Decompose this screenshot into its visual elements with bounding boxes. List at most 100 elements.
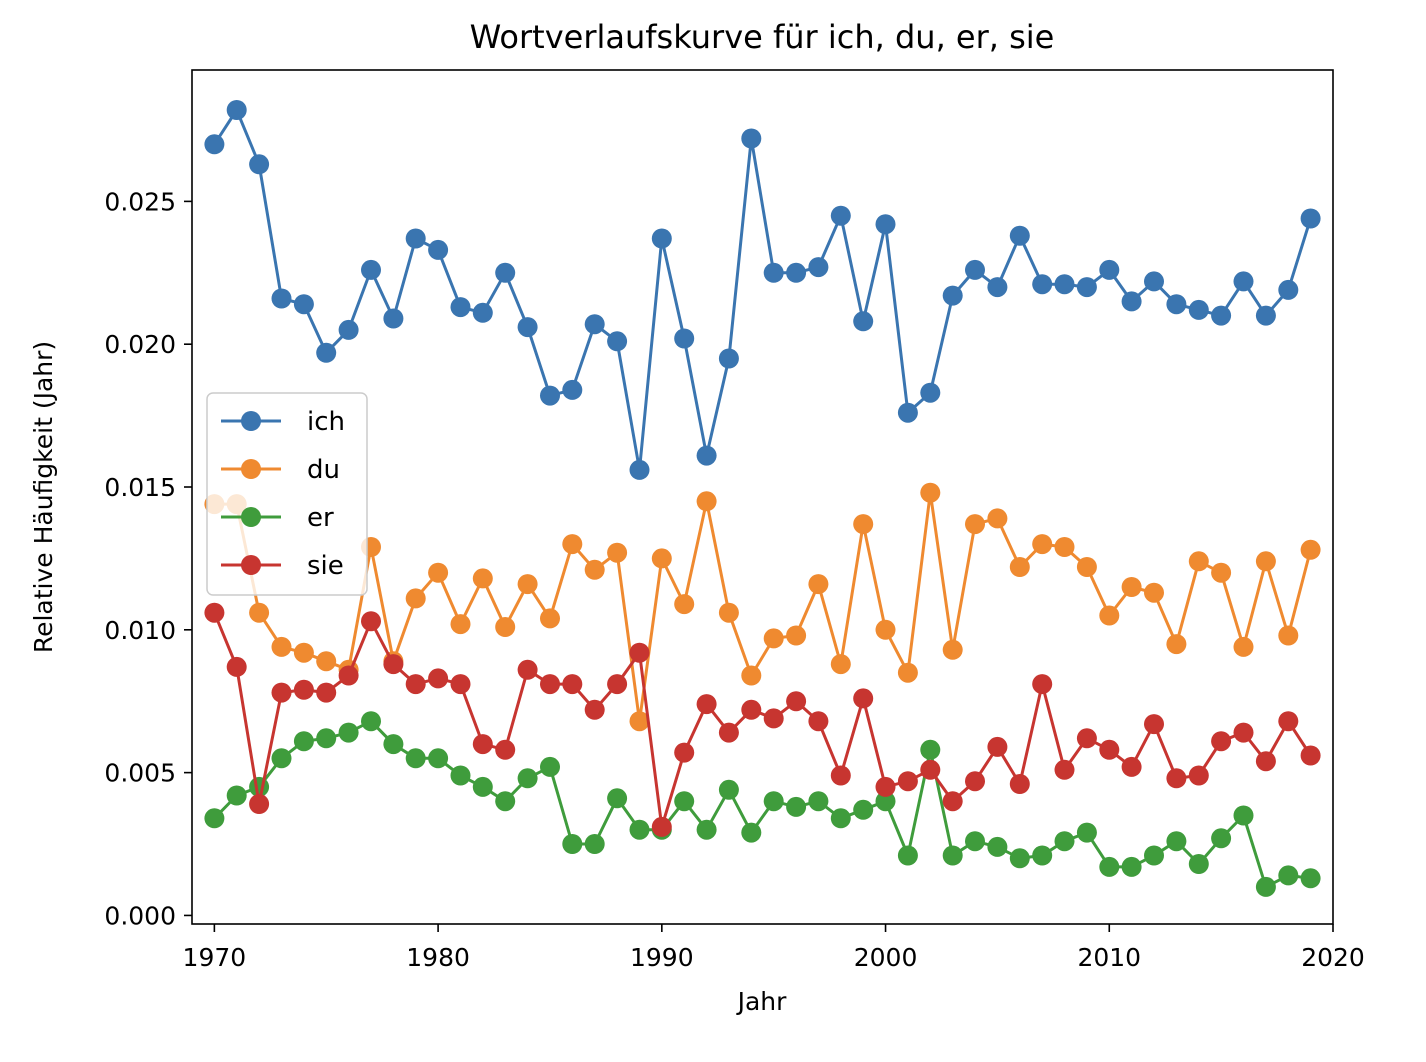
data-point-du — [987, 508, 1008, 529]
data-point-du — [965, 514, 985, 535]
data-point-du — [584, 559, 605, 580]
data-point-ich — [540, 385, 560, 406]
x-tick-label: 2000 — [854, 943, 918, 972]
series-er — [204, 711, 1321, 897]
y-axis: 0.000 0.005 0.010 0.015 0.020 0.025 — [104, 187, 192, 930]
data-point-du — [1211, 562, 1232, 583]
x-tick-label: 2020 — [1301, 943, 1365, 972]
data-point-er — [718, 779, 739, 800]
data-point-sie — [450, 674, 471, 695]
legend-label: ich — [307, 407, 345, 437]
data-point-ich — [1233, 271, 1254, 292]
data-point-er — [1009, 848, 1030, 869]
data-point-ich — [1099, 259, 1120, 280]
data-point-sie — [249, 794, 270, 814]
data-point-er — [562, 834, 583, 854]
data-point-ich — [629, 459, 650, 480]
x-tick-label: 1970 — [183, 943, 247, 972]
data-point-du — [897, 662, 918, 683]
data-point-sie — [495, 739, 516, 760]
y-tick-label: 0.005 — [104, 759, 176, 788]
data-point-sie — [271, 682, 292, 703]
data-point-sie — [1166, 768, 1187, 789]
legend-label: sie — [307, 551, 344, 581]
data-point-sie — [1099, 739, 1120, 760]
data-point-du — [316, 651, 337, 672]
data-point-sie — [1233, 722, 1254, 743]
data-point-sie — [1211, 731, 1232, 752]
data-point-ich — [517, 317, 538, 338]
data-point-ich — [271, 288, 292, 309]
data-point-ich — [1054, 274, 1075, 295]
data-point-ich — [316, 342, 337, 363]
data-point-du — [942, 639, 963, 660]
data-point-ich — [853, 311, 874, 332]
data-point-ich — [1076, 277, 1097, 298]
data-point-ich — [1300, 208, 1321, 229]
data-point-er — [763, 791, 784, 812]
data-point-du — [763, 628, 784, 649]
data-point-er — [316, 728, 337, 749]
data-point-ich — [808, 257, 829, 278]
data-point-er — [629, 819, 650, 840]
data-point-du — [517, 574, 538, 595]
data-point-er — [1076, 822, 1097, 843]
data-point-ich — [1278, 279, 1299, 300]
data-point-er — [517, 768, 538, 789]
data-point-er — [875, 791, 896, 812]
legend-box — [206, 392, 368, 596]
data-point-er — [1121, 856, 1142, 877]
data-point-er — [540, 756, 560, 777]
data-point-ich — [1255, 305, 1276, 326]
chart-title: Wortverlaufskurve für ich, du, er, sie — [470, 18, 1055, 56]
data-point-du — [293, 642, 314, 663]
y-axis-label: Relative Häufigkeit (Jahr) — [29, 341, 58, 653]
data-point-er — [405, 748, 426, 769]
data-point-du — [405, 588, 426, 609]
data-point-sie — [405, 674, 426, 695]
data-point-sie — [696, 694, 717, 715]
y-tick-label: 0.000 — [104, 901, 176, 930]
data-point-ich — [495, 262, 516, 283]
data-point-sie — [204, 602, 225, 623]
data-point-ich — [718, 348, 739, 369]
data-point-er — [808, 791, 829, 812]
data-point-du — [1188, 551, 1209, 572]
data-point-ich — [450, 297, 471, 318]
data-point-er — [853, 799, 874, 820]
data-point-er — [1211, 828, 1232, 849]
data-point-er — [965, 831, 985, 852]
data-point-sie — [741, 699, 762, 720]
data-point-ich — [428, 239, 449, 260]
legend-item-sie: sie — [221, 551, 344, 581]
data-point-sie — [920, 759, 941, 780]
data-point-sie — [361, 611, 381, 632]
data-point-ich — [249, 154, 270, 175]
data-point-ich — [1144, 271, 1164, 292]
data-point-sie — [987, 736, 1008, 757]
x-axis: 1970 1980 1990 2000 2010 2020 — [183, 924, 1365, 972]
legend-marker — [241, 411, 261, 431]
data-point-sie — [562, 674, 583, 695]
data-point-sie — [875, 776, 896, 797]
data-point-ich — [875, 214, 896, 235]
data-point-ich — [786, 262, 807, 283]
data-point-sie — [853, 688, 874, 709]
data-point-er — [1144, 845, 1164, 866]
data-point-ich — [1188, 299, 1209, 320]
x-tick-label: 1980 — [406, 943, 470, 972]
data-point-sie — [1144, 714, 1164, 735]
data-point-er — [338, 722, 359, 743]
data-point-du — [920, 482, 941, 503]
data-point-er — [204, 808, 225, 829]
data-point-sie — [651, 816, 672, 837]
data-point-sie — [897, 771, 918, 792]
data-point-sie — [763, 708, 784, 729]
data-point-er — [942, 845, 963, 866]
data-point-er — [383, 734, 404, 755]
legend-item-er: er — [221, 503, 334, 533]
data-point-sie — [629, 642, 650, 663]
data-point-sie — [338, 665, 359, 686]
data-point-ich — [651, 228, 672, 249]
x-axis-label: Jahr — [736, 987, 788, 1016]
